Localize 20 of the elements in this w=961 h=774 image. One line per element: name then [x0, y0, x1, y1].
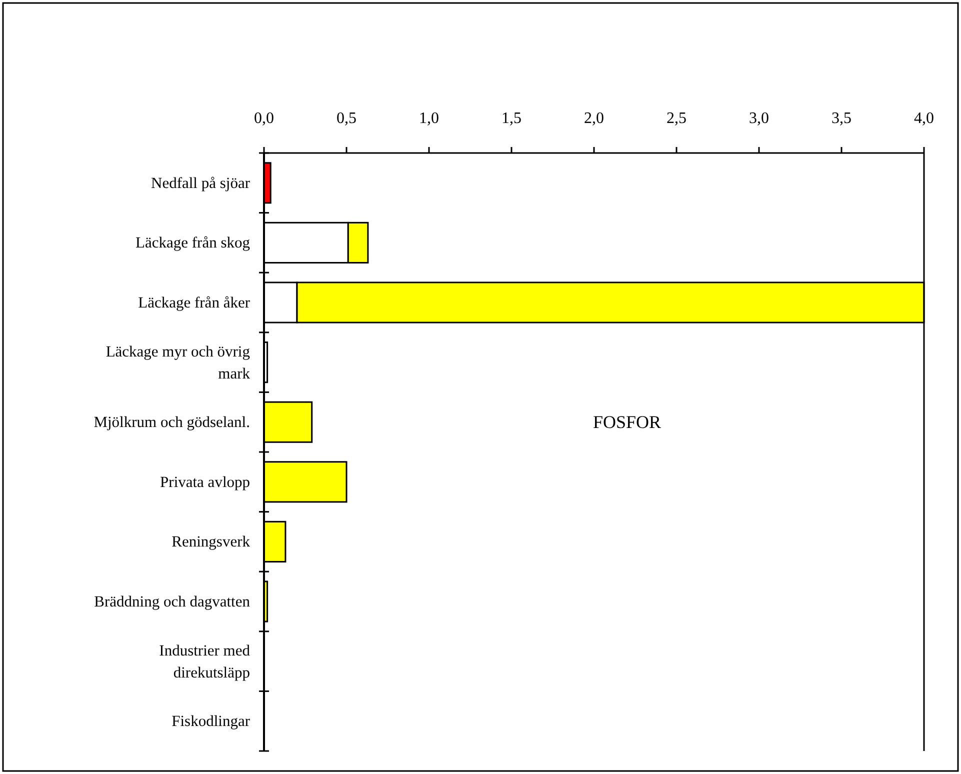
y-tick-label: Läckage myr och övrig mark [106, 343, 250, 382]
x-tick-label: 1,5 [502, 110, 522, 127]
y-tick-label: Privata avlopp [160, 474, 250, 491]
x-tick-label: 3,0 [749, 110, 769, 127]
y-tick-label: Reningsverk [172, 534, 250, 551]
y-tick-label: Mjölkrum och gödselanl. [94, 414, 250, 432]
x-tick-label: 0,0 [254, 110, 274, 127]
x-tick-label: 0,5 [336, 110, 356, 127]
x-tick-label: 3,5 [832, 110, 852, 127]
x-tick-label: 2,5 [666, 110, 686, 127]
x-tick-label: 4,0 [914, 110, 934, 127]
annotation: FOSFOR [592, 412, 662, 432]
y-tick-label: Läckage från skog [136, 234, 250, 252]
y-tick-label: Nedfall på sjöar [151, 174, 251, 192]
y-tick-label: Fiskodlingar [172, 713, 251, 730]
y-tick-label: Läckage från åker [138, 294, 251, 312]
x-tick-label: 1,0 [419, 110, 439, 127]
y-tick-label: Bräddning och dagvatten [94, 594, 250, 610]
y-tick-label: Industrier med direkutsläpp [159, 642, 250, 682]
x-tick-label: 2,0 [584, 110, 604, 127]
